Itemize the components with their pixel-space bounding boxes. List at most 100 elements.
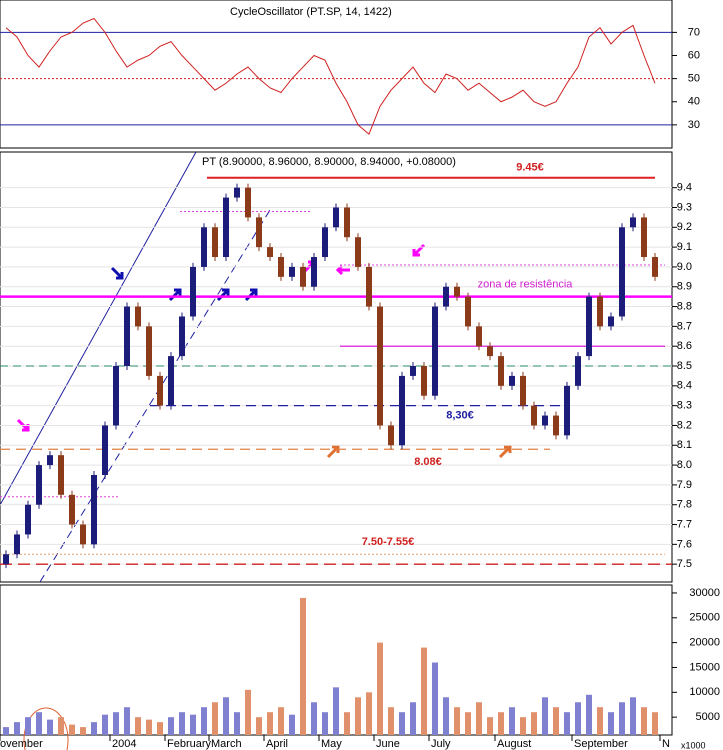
y-tick-label: 8.2 bbox=[677, 419, 692, 431]
candle bbox=[91, 474, 97, 545]
level-label: 9.45€ bbox=[516, 162, 544, 174]
x-tick-label: April bbox=[266, 738, 288, 750]
y-tick-label: 8.5 bbox=[677, 360, 692, 372]
y-tick-label: 7.7 bbox=[677, 518, 692, 530]
x-tick-label: June bbox=[376, 738, 400, 750]
oscillator-line bbox=[5, 17, 656, 135]
volume-bar bbox=[278, 707, 284, 735]
candle bbox=[443, 286, 449, 307]
x-tick-label: ovember bbox=[0, 738, 43, 750]
volume-bar bbox=[619, 702, 625, 735]
volume-bar bbox=[476, 702, 482, 735]
candle bbox=[410, 366, 416, 376]
candle bbox=[300, 266, 306, 287]
volume-bar bbox=[454, 707, 460, 735]
candle bbox=[421, 366, 427, 396]
volume-bar bbox=[58, 717, 64, 735]
candle bbox=[234, 187, 240, 198]
volume-bar bbox=[300, 597, 306, 735]
candle bbox=[267, 247, 273, 258]
volume-bar bbox=[234, 712, 240, 735]
candle bbox=[575, 356, 581, 386]
y-tick-label: 7.6 bbox=[677, 538, 692, 550]
volume-unit: x1000 bbox=[681, 740, 706, 750]
volume-bar bbox=[388, 707, 394, 735]
oscillator-frame bbox=[0, 0, 673, 149]
volume-bar bbox=[366, 692, 372, 735]
volume-bar bbox=[322, 712, 328, 735]
candle bbox=[564, 385, 570, 436]
volume-bar bbox=[355, 697, 361, 735]
y-tick-label: 50 bbox=[688, 73, 700, 85]
y-tick-label: 20000 bbox=[689, 637, 720, 649]
candle bbox=[157, 375, 163, 406]
candle bbox=[333, 207, 339, 228]
volume-bar bbox=[564, 712, 570, 735]
volume-bar bbox=[487, 717, 493, 735]
candle bbox=[289, 266, 295, 277]
volume-bar bbox=[597, 707, 603, 735]
candle bbox=[432, 306, 438, 396]
y-tick-label: 7.9 bbox=[677, 479, 692, 491]
candle bbox=[69, 494, 75, 525]
candle bbox=[542, 415, 548, 426]
trend-line bbox=[0, 151, 197, 506]
volume-bar bbox=[333, 687, 339, 735]
volume-bar bbox=[575, 702, 581, 735]
volume-bar bbox=[157, 722, 163, 735]
candle bbox=[366, 266, 372, 307]
volume-bar bbox=[641, 707, 647, 735]
volume-bar bbox=[465, 712, 471, 735]
y-tick-label: 8.8 bbox=[677, 300, 692, 312]
candle bbox=[531, 405, 537, 426]
y-tick-label: 8.1 bbox=[677, 439, 692, 451]
candle bbox=[102, 425, 108, 475]
y-tick-label: 9.4 bbox=[677, 182, 692, 194]
candle bbox=[487, 346, 493, 357]
volume-bar bbox=[520, 717, 526, 735]
volume-bar bbox=[289, 714, 295, 735]
volume-bar bbox=[69, 724, 75, 735]
oscillator-title: CycleOscillator (PT.SP, 14, 1422) bbox=[230, 6, 392, 18]
x-tick-label: August bbox=[497, 738, 531, 750]
y-tick-label: 8.4 bbox=[677, 380, 692, 392]
candle bbox=[36, 465, 42, 505]
y-tick-label: 7.8 bbox=[677, 499, 692, 511]
volume-bar bbox=[410, 702, 416, 735]
y-tick-label: 70 bbox=[688, 26, 700, 38]
volume-bar bbox=[630, 697, 636, 735]
y-tick-label: 8.9 bbox=[677, 281, 692, 293]
volume-bar bbox=[179, 712, 185, 735]
volume-bar bbox=[311, 702, 317, 735]
y-tick-label: 9.0 bbox=[677, 261, 692, 273]
candle bbox=[399, 375, 405, 446]
y-tick-label: 7.5 bbox=[677, 558, 692, 570]
price-title: PT (8.90000, 8.96000, 8.90000, 8.94000, … bbox=[202, 156, 456, 168]
volume-bar bbox=[201, 707, 207, 735]
y-tick-label: 5000 bbox=[696, 711, 720, 723]
candle bbox=[344, 207, 350, 238]
y-tick-label: 10000 bbox=[689, 686, 720, 698]
candle bbox=[619, 227, 625, 317]
y-tick-label: 9.3 bbox=[677, 201, 692, 213]
volume-bar bbox=[14, 722, 20, 735]
level-label: 8,30€ bbox=[446, 410, 474, 422]
volume-bar bbox=[553, 707, 559, 735]
volume-bar bbox=[91, 722, 97, 735]
volume-bar bbox=[267, 712, 273, 735]
y-tick-label: 8.6 bbox=[677, 340, 692, 352]
volume-bar bbox=[124, 707, 130, 735]
volume-bar bbox=[113, 712, 119, 735]
volume-bar bbox=[586, 694, 592, 735]
y-tick-label: 8.0 bbox=[677, 459, 692, 471]
x-tick-label: May bbox=[321, 738, 342, 750]
candle bbox=[113, 366, 119, 426]
candle bbox=[3, 554, 9, 565]
level-label: 8.08€ bbox=[414, 456, 442, 468]
y-tick-label: 8.3 bbox=[677, 400, 692, 412]
candle bbox=[168, 356, 174, 406]
candle bbox=[454, 286, 460, 297]
candle bbox=[652, 257, 658, 277]
candle bbox=[124, 306, 130, 367]
level-label: zona de resistência bbox=[478, 279, 574, 291]
